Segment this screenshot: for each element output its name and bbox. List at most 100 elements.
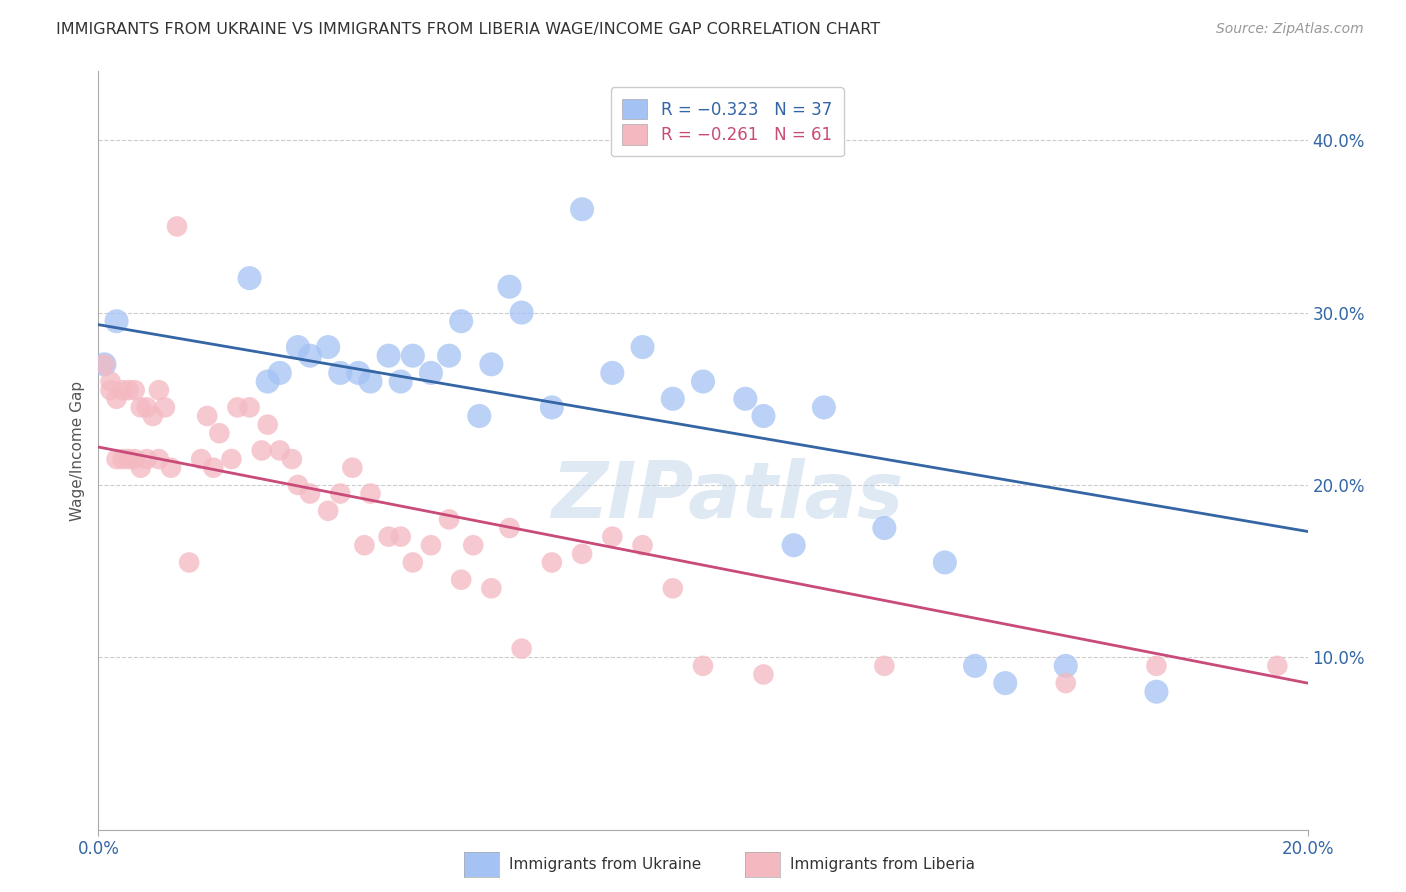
Point [124,452,146,467]
Point [239,271,262,285]
Point [437,349,460,363]
Point [752,667,775,681]
Point [105,452,128,467]
Point [160,460,183,475]
Point [481,357,503,371]
Point [142,409,165,423]
Point [783,538,806,552]
Point [873,658,896,673]
Point [208,426,231,441]
Point [100,375,122,389]
Point [166,219,188,234]
Point [934,556,956,570]
Point [498,521,520,535]
Point [450,314,472,328]
Point [734,392,756,406]
Point [202,460,225,475]
Point [105,392,128,406]
Point [377,530,399,544]
Point [360,375,382,389]
Point [129,401,152,415]
Point [148,452,170,467]
Text: Immigrants from Ukraine: Immigrants from Ukraine [509,857,702,871]
Point [402,556,425,570]
Point [342,460,364,475]
Point [965,658,987,673]
Point [1267,658,1289,673]
Point [93,357,115,371]
Point [360,486,382,500]
Point [153,401,176,415]
Text: Immigrants from Liberia: Immigrants from Liberia [790,857,976,871]
Text: Source: ZipAtlas.com: Source: ZipAtlas.com [1216,22,1364,37]
Point [281,452,304,467]
Point [124,383,146,397]
Text: ZIPatlas: ZIPatlas [551,458,903,534]
Point [1054,676,1077,690]
Point [299,349,322,363]
Point [347,366,370,380]
Point [1144,658,1167,673]
Point [111,452,134,467]
Point [190,452,212,467]
Point [540,556,562,570]
Point [250,443,273,458]
Point [129,460,152,475]
Point [498,279,520,293]
Point [661,582,683,596]
Point [377,349,399,363]
Point [420,366,443,380]
Point [602,530,624,544]
Point [571,202,593,217]
Point [135,401,157,415]
Point [389,530,412,544]
Point [93,357,115,371]
Point [1054,658,1077,673]
Point [631,340,654,354]
Point [105,314,128,328]
Point [463,538,485,552]
Point [226,401,249,415]
Point [287,478,309,492]
Point [148,383,170,397]
Point [510,305,533,319]
Point [813,401,835,415]
Point [179,556,201,570]
Point [481,582,503,596]
Point [316,340,339,354]
Point [510,641,533,656]
Point [135,452,157,467]
Point [221,452,243,467]
Point [239,401,262,415]
Point [602,366,624,380]
Point [287,340,309,354]
Point [468,409,491,423]
Point [437,512,460,526]
Point [571,547,593,561]
Point [329,486,352,500]
Point [353,538,375,552]
Point [692,375,714,389]
Point [316,504,339,518]
Point [111,383,134,397]
Legend: R = −0.323   N = 37, R = −0.261   N = 61: R = −0.323 N = 37, R = −0.261 N = 61 [610,87,844,156]
Point [118,383,141,397]
Point [450,573,472,587]
Point [118,452,141,467]
Point [389,375,412,389]
Point [1144,684,1167,698]
Point [540,401,562,415]
Point [752,409,775,423]
Point [329,366,352,380]
Point [269,366,291,380]
Point [256,375,278,389]
Point [195,409,218,423]
Point [299,486,322,500]
Point [661,392,683,406]
Point [269,443,291,458]
Y-axis label: Wage/Income Gap: Wage/Income Gap [70,380,86,521]
Text: IMMIGRANTS FROM UKRAINE VS IMMIGRANTS FROM LIBERIA WAGE/INCOME GAP CORRELATION C: IMMIGRANTS FROM UKRAINE VS IMMIGRANTS FR… [56,22,880,37]
Point [100,383,122,397]
Point [631,538,654,552]
Point [402,349,425,363]
